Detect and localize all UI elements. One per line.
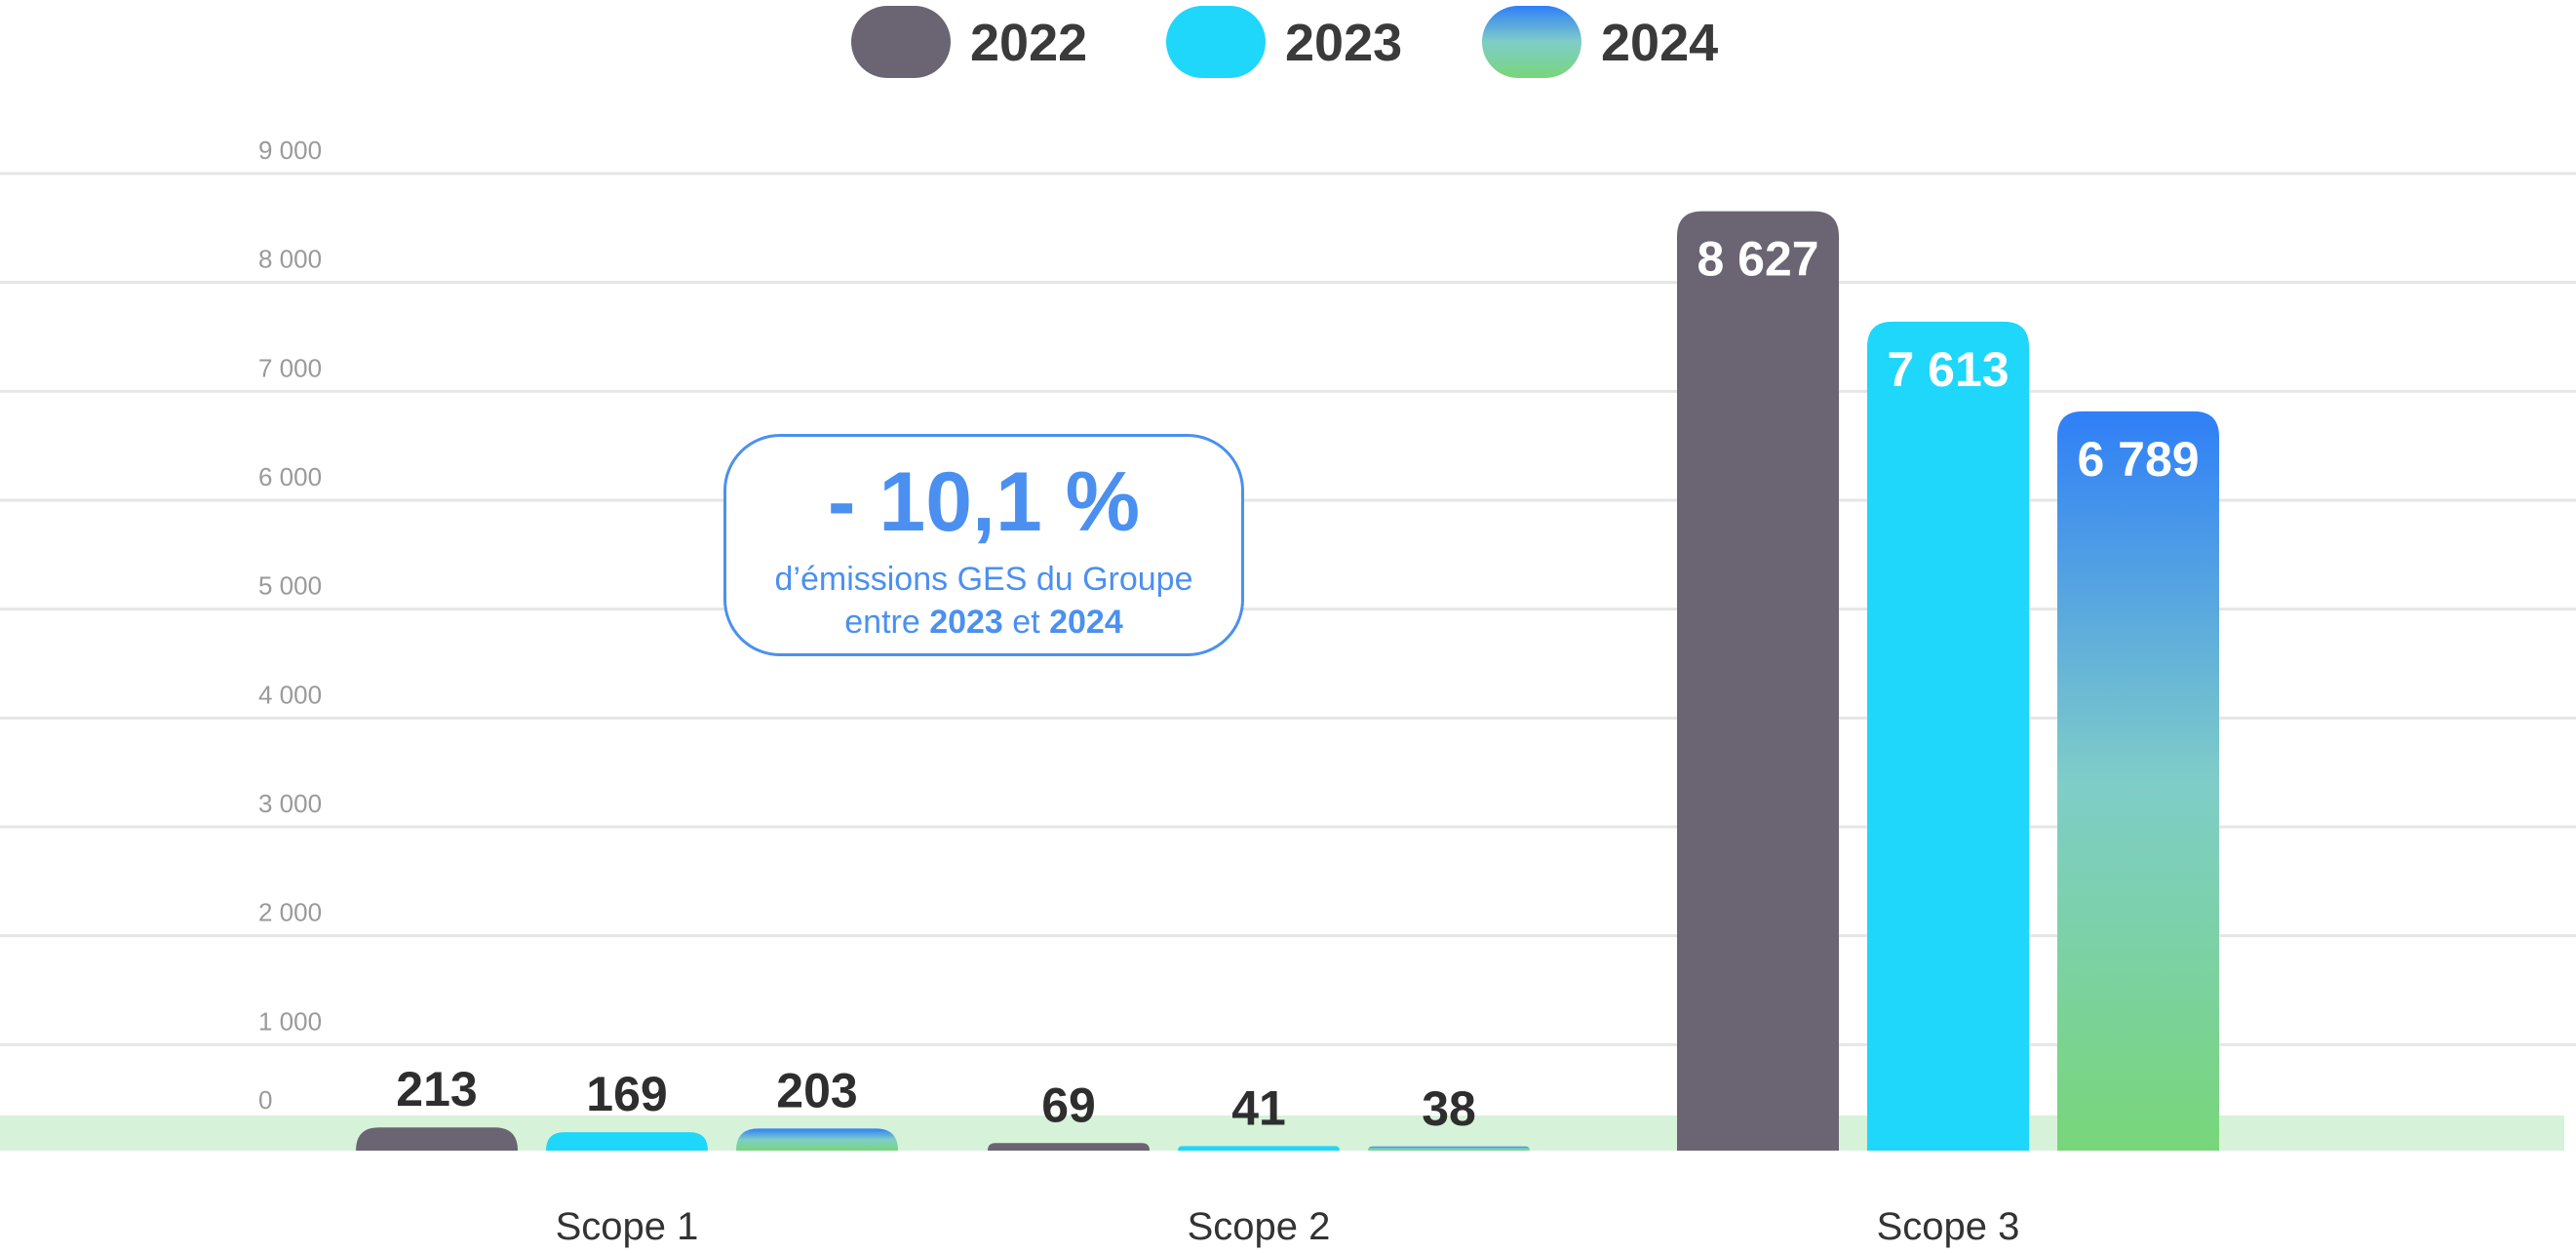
value-label: 6 789 — [2077, 432, 2199, 487]
callout-line2: entre 2023 et 2024 — [726, 601, 1241, 644]
bar-2022-scope-3 — [1677, 211, 1839, 1151]
value-label: 41 — [1231, 1080, 1286, 1135]
category-label: Scope 1 — [556, 1205, 699, 1248]
legend-swatch-2022 — [851, 6, 951, 78]
callout-line2-pre: entre — [844, 604, 930, 641]
category-label: Scope 3 — [1877, 1205, 2020, 1248]
y-tick-label: 3 000 — [258, 789, 322, 818]
value-label: 213 — [396, 1062, 477, 1116]
reduction-callout: - 10,1 % d’émissions GES du Groupe entre… — [723, 434, 1244, 656]
value-labels: 213 169 203 69 41 38 8 627 7 613 6 789 — [396, 232, 2199, 1136]
y-tick-label: 9 000 — [258, 136, 322, 165]
bar-2023-scope-2 — [1178, 1146, 1340, 1151]
category-labels: Scope 1 Scope 2 Scope 3 — [556, 1205, 2020, 1248]
bar-2022-scope-2 — [988, 1143, 1150, 1151]
reduction-value: - 10,1 % — [827, 455, 1141, 549]
bar-2024-scope-2 — [1368, 1146, 1530, 1151]
bars — [356, 211, 2219, 1151]
callout-line2-mid: et — [1002, 604, 1050, 641]
bar-2022-scope-1 — [356, 1127, 518, 1151]
legend-label-2024: 2024 — [1601, 14, 1718, 72]
value-label: 169 — [586, 1067, 667, 1121]
category-label: Scope 2 — [1188, 1205, 1331, 1248]
legend-label-2023: 2023 — [1285, 14, 1402, 72]
y-tick-label: 0 — [258, 1085, 272, 1115]
value-label: 203 — [776, 1063, 857, 1117]
value-label: 7 613 — [1887, 342, 2009, 397]
value-label: 8 627 — [1697, 232, 1818, 287]
grid-lines — [0, 172, 2576, 1046]
y-tick-label: 5 000 — [258, 571, 322, 601]
callout-year2: 2024 — [1049, 604, 1123, 641]
legend-swatch-2023 — [1166, 6, 1266, 78]
value-label: 38 — [1422, 1081, 1476, 1136]
y-tick-label: 8 000 — [258, 245, 322, 274]
y-axis-ticks: 0 1 000 2 000 3 000 4 000 5 000 6 000 7 000 8 00… — [258, 136, 322, 1115]
bar-2023-scope-3 — [1867, 321, 2029, 1151]
y-tick-label: 1 000 — [258, 1006, 322, 1036]
legend-label-2022: 2022 — [970, 14, 1087, 72]
y-tick-label: 4 000 — [258, 680, 322, 709]
bar-2023-scope-1 — [546, 1132, 708, 1151]
callout-year1: 2023 — [929, 604, 1003, 641]
bar-2024-scope-1 — [736, 1128, 898, 1151]
legend-swatch-2024 — [1482, 6, 1581, 78]
bar-2024-scope-3 — [2057, 411, 2219, 1151]
callout-line1: d’émissions GES du Groupe — [774, 561, 1193, 598]
y-tick-label: 2 000 — [258, 898, 322, 927]
y-tick-label: 7 000 — [258, 353, 322, 382]
legend: 2022 2023 2024 — [851, 6, 1718, 78]
value-label: 69 — [1041, 1077, 1096, 1132]
y-tick-label: 6 000 — [258, 462, 322, 491]
